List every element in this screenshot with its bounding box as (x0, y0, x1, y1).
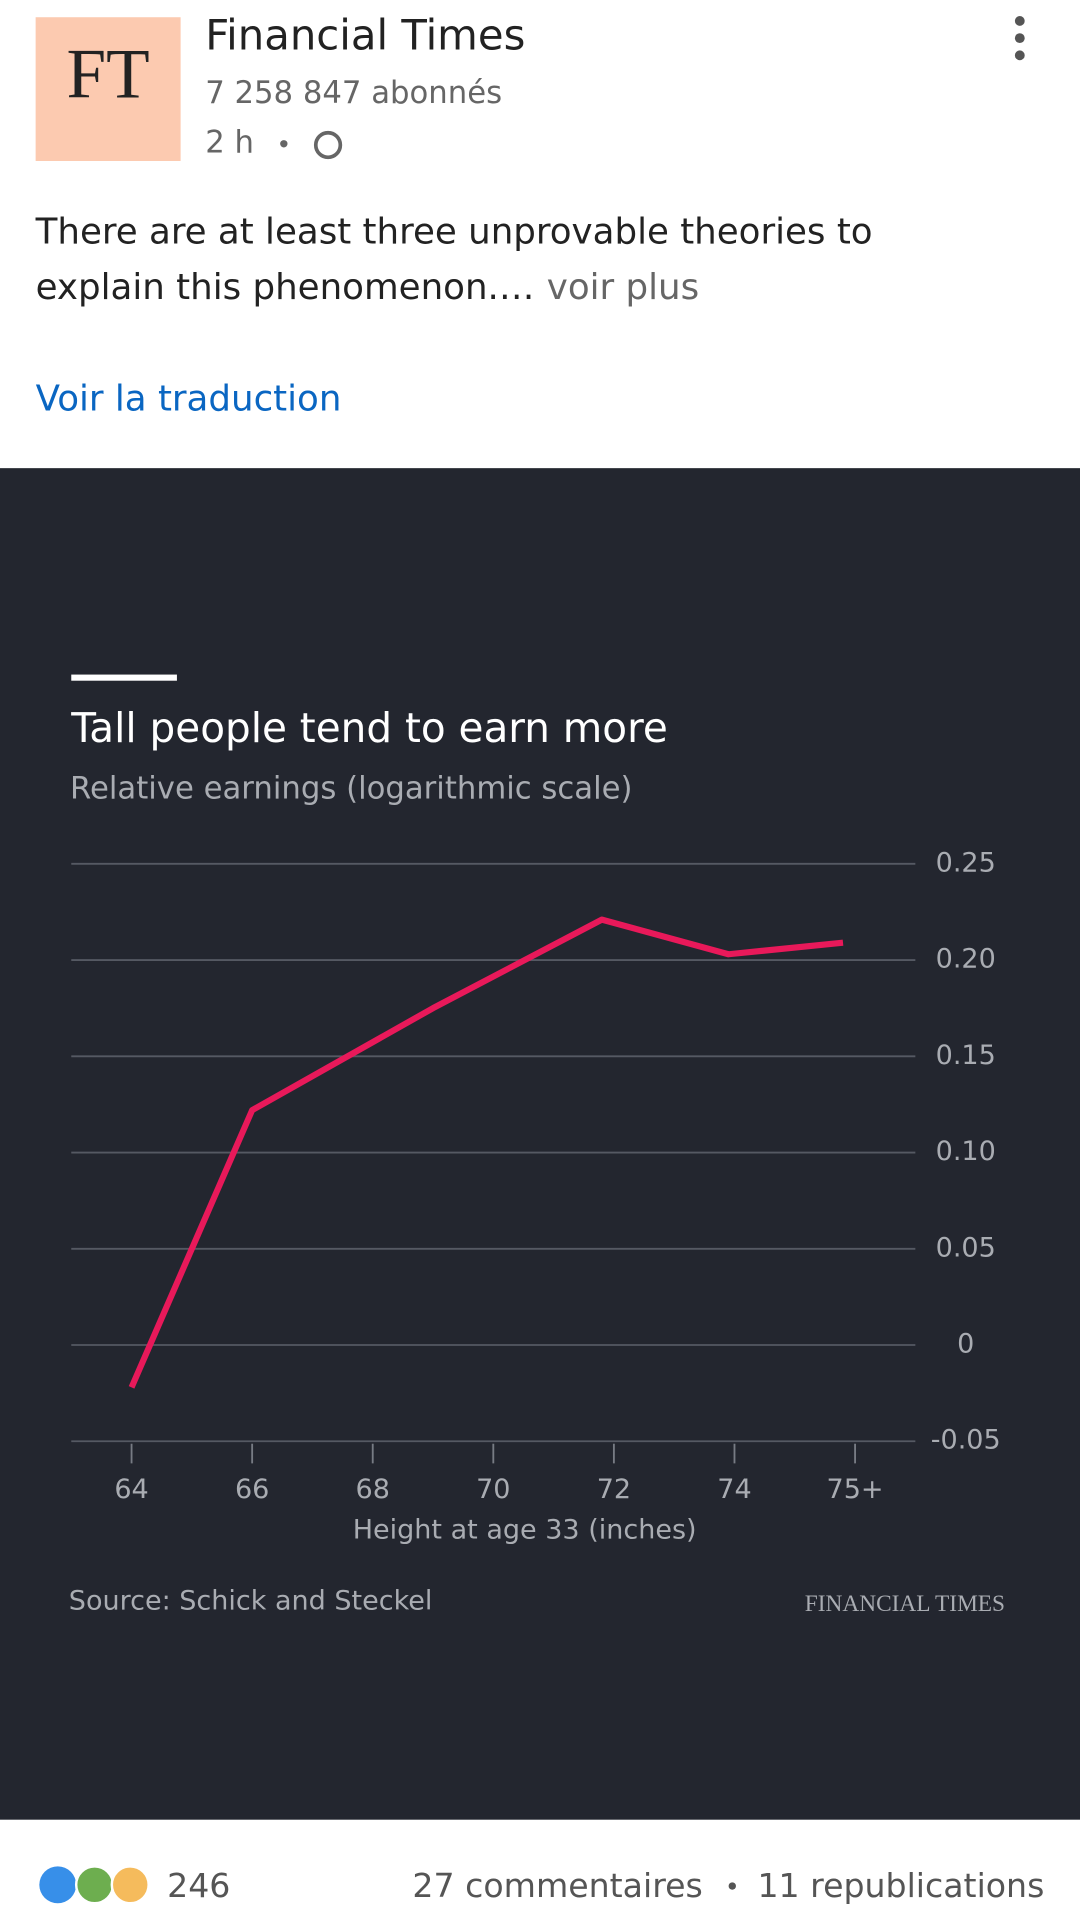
chart-accent (71, 674, 177, 681)
chart-title: Tall people tend to earn more (70, 704, 668, 752)
chart-bg (0, 468, 1080, 1820)
y-tick-label: -0.05 (931, 1425, 1001, 1456)
globe-icon (313, 130, 343, 160)
chart-subtitle: Relative earnings (logarithmic scale) (70, 771, 632, 807)
reposts[interactable]: 11 republications (757, 1866, 1044, 1905)
author[interactable]: Financial Times (205, 11, 525, 60)
time: 2 h (205, 124, 254, 160)
text-line: explain this phenomenon.… (36, 267, 535, 308)
y-tick-label: 0 (957, 1329, 974, 1360)
translate-link[interactable]: Voir la traduction (36, 379, 342, 420)
source: Source: Schick and Steckel (69, 1586, 433, 1617)
see-more[interactable]: voir plus (547, 267, 699, 308)
followers: 7 258 847 abonnés (205, 75, 502, 111)
x-tick-label: 64 (114, 1474, 148, 1505)
text-line: There are at least three unprovable theo… (35, 211, 873, 252)
brand: FINANCIAL TIMES (805, 1591, 1005, 1617)
y-tick-label: 0.05 (936, 1232, 996, 1263)
x-tick-label: 68 (356, 1474, 390, 1505)
x-tick-label: 70 (476, 1474, 510, 1505)
x-tick-label: 72 (597, 1474, 631, 1505)
comments[interactable]: 27 commentaires (412, 1866, 702, 1905)
x-tick-label: 75+ (827, 1474, 884, 1505)
x-tick-label: 74 (717, 1474, 751, 1505)
y-tick-label: 0.15 (936, 1040, 996, 1071)
logo-bg (35, 17, 181, 161)
x-tick-label: 66 (235, 1474, 269, 1505)
separator (728, 1882, 736, 1890)
plot: -0.05 0 0.05 0.10 0.15 0.20 0.25 64 66 68 70 72 74 75… (71, 847, 1001, 1505)
post-text: explain this phenomenon.… voir plus (36, 267, 700, 308)
post-text: There are at least three unprovable theo… (35, 211, 873, 252)
x-axis-label: Height at age 33 (inches) (353, 1514, 697, 1545)
reaction-icons[interactable] (39, 1865, 150, 1905)
logo: FT (67, 34, 150, 113)
line (128, 916, 844, 1389)
y-tick-label: 0.25 (936, 847, 996, 878)
reaction-count[interactable]: 246 (167, 1866, 230, 1905)
menu[interactable] (1014, 16, 1025, 61)
y-tick-label: 0.10 (936, 1136, 996, 1167)
separator (280, 140, 288, 148)
y-tick-label: 0.20 (936, 944, 996, 975)
